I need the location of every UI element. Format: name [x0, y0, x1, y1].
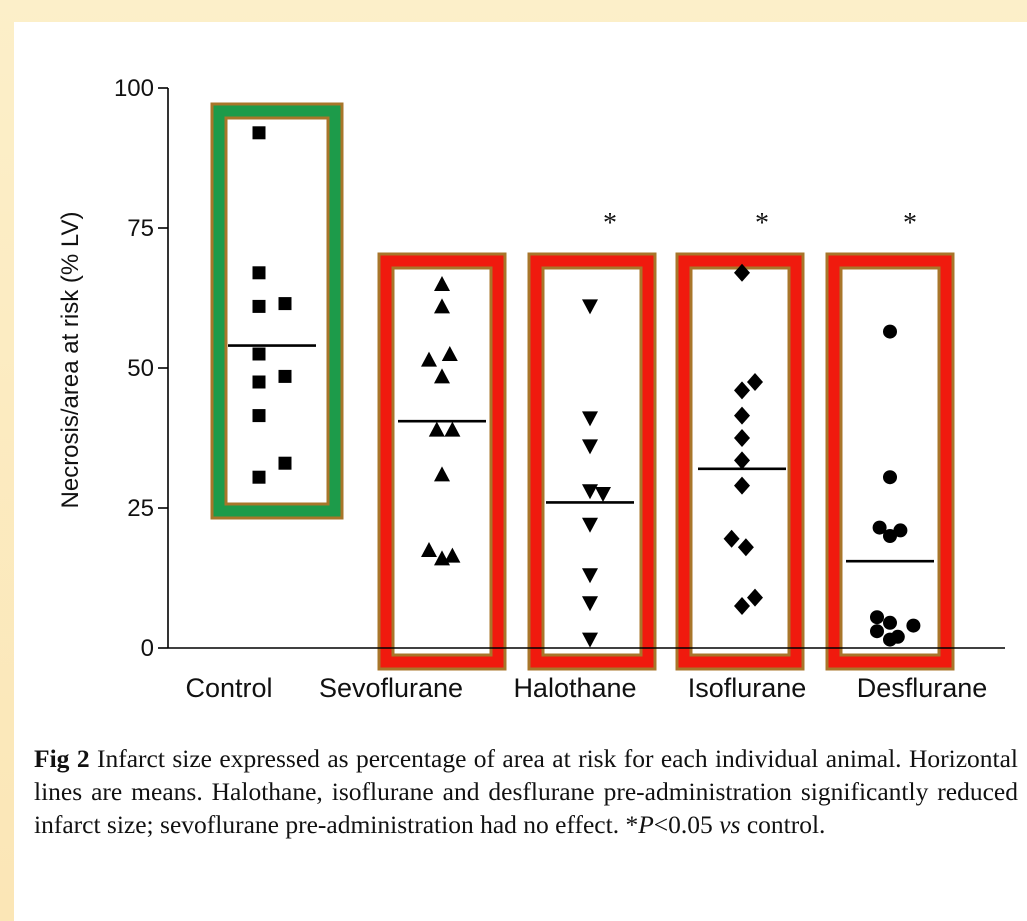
caption-tail: control.: [740, 810, 826, 839]
highlight-box-inner-desflurane: [839, 266, 941, 657]
data-point-halothane-4: [582, 484, 598, 500]
data-point-isoflurane-8: [723, 529, 740, 548]
highlight-box-inner-sevoflurane: [391, 266, 493, 657]
x-category-label-sevoflurane: Sevoflurane: [319, 673, 463, 703]
data-point-desflurane-7: [870, 624, 884, 639]
data-point-isoflurane-10: [734, 597, 750, 615]
data-point-isoflurane-7: [734, 476, 750, 495]
highlight-box-isoflurane: [678, 255, 802, 668]
data-point-desflurane-4: [883, 529, 897, 543]
data-point-sevoflurane-2: [434, 298, 450, 314]
data-point-isoflurane-11: [747, 588, 763, 607]
highlight-box-outer-control: [210, 102, 344, 520]
data-point-desflurane-5: [893, 523, 908, 538]
highlight-box-inner-control: [224, 116, 330, 506]
data-point-desflurane-2: [883, 470, 897, 485]
significance-marker-halothane: *: [603, 208, 617, 239]
data-point-sevoflurane-4: [441, 346, 458, 361]
data-point-sevoflurane-3: [421, 351, 437, 367]
highlight-box-control: [213, 105, 341, 517]
data-point-isoflurane-9: [737, 538, 754, 557]
data-point-isoflurane-2: [734, 381, 750, 400]
data-point-isoflurane-3: [747, 373, 763, 391]
highlight-box-outer-sevoflurane: [377, 252, 507, 671]
caption-fig-label: Fig 2: [34, 744, 90, 773]
data-point-control-8: [252, 409, 266, 423]
highlight-box-inner-halothane: [541, 266, 643, 657]
data-point-control-5: [252, 347, 266, 361]
y-tick-label-100: 100: [114, 75, 154, 102]
data-point-control-4: [278, 297, 292, 311]
caption-p-symbol: P: [638, 810, 654, 839]
x-category-label-halothane: Halothane: [513, 673, 636, 703]
data-point-halothane-2: [582, 411, 598, 427]
data-point-control-2: [252, 266, 266, 280]
highlight-box-outer-halothane: [527, 252, 657, 671]
data-point-halothane-7: [582, 568, 598, 584]
caption-p-value: <0.05: [653, 810, 720, 839]
data-point-control-6: [252, 375, 266, 389]
y-tick-label-0: 0: [141, 635, 154, 662]
data-point-halothane-3: [582, 439, 598, 455]
caption-vs: vs: [719, 810, 741, 839]
x-category-label-desflurane: Desflurane: [857, 673, 988, 703]
x-category-label-control: Control: [185, 673, 272, 703]
data-point-desflurane-10: [890, 629, 905, 644]
highlight-box-desflurane: [828, 255, 952, 668]
figure-caption: Fig 2 Infarct size expressed as percenta…: [34, 742, 1018, 841]
x-category-label-isoflurane: Isoflurane: [688, 673, 807, 703]
data-point-desflurane-3: [872, 520, 887, 535]
y-tick-label-50: 50: [127, 355, 154, 382]
data-point-sevoflurane-8: [434, 466, 450, 482]
data-point-sevoflurane-1: [434, 276, 450, 291]
data-point-halothane-9: [582, 632, 598, 648]
data-point-isoflurane-4: [734, 406, 750, 425]
data-point-desflurane-11: [906, 618, 921, 633]
data-point-sevoflurane-9: [421, 542, 437, 557]
data-point-isoflurane-5: [734, 429, 750, 447]
data-point-isoflurane-1: [734, 263, 750, 282]
figure-panel: [14, 22, 1027, 921]
data-point-sevoflurane-5: [434, 368, 450, 384]
data-point-control-3: [252, 299, 266, 313]
data-point-control-7: [278, 369, 292, 383]
y-axis-label: Necrosis/area at risk (% LV): [57, 212, 84, 509]
data-point-sevoflurane-7: [444, 421, 461, 437]
y-tick-label-25: 25: [127, 495, 154, 522]
data-point-halothane-8: [582, 596, 598, 612]
highlight-box-outer-desflurane: [825, 252, 955, 671]
data-point-desflurane-6: [870, 610, 884, 625]
data-point-control-9: [278, 456, 292, 470]
data-point-desflurane-1: [883, 324, 897, 339]
significance-marker-isoflurane: *: [755, 208, 769, 239]
data-point-halothane-5: [595, 487, 611, 502]
y-tick-label-75: 75: [127, 215, 154, 242]
data-point-halothane-1: [582, 299, 598, 315]
highlight-box-outer-isoflurane: [675, 252, 805, 671]
significance-marker-desflurane: *: [903, 208, 917, 239]
data-point-sevoflurane-6: [428, 421, 445, 437]
data-point-halothane-6: [582, 517, 598, 533]
data-point-desflurane-8: [883, 615, 897, 630]
highlight-box-halothane: [530, 255, 654, 668]
data-point-control-1: [252, 126, 266, 140]
highlight-box-sevoflurane: [380, 255, 504, 668]
data-point-sevoflurane-11: [444, 547, 461, 563]
caption-text: Infarct size expressed as percentage of …: [34, 744, 1018, 839]
data-point-isoflurane-6: [734, 451, 750, 470]
data-point-control-10: [252, 470, 266, 484]
